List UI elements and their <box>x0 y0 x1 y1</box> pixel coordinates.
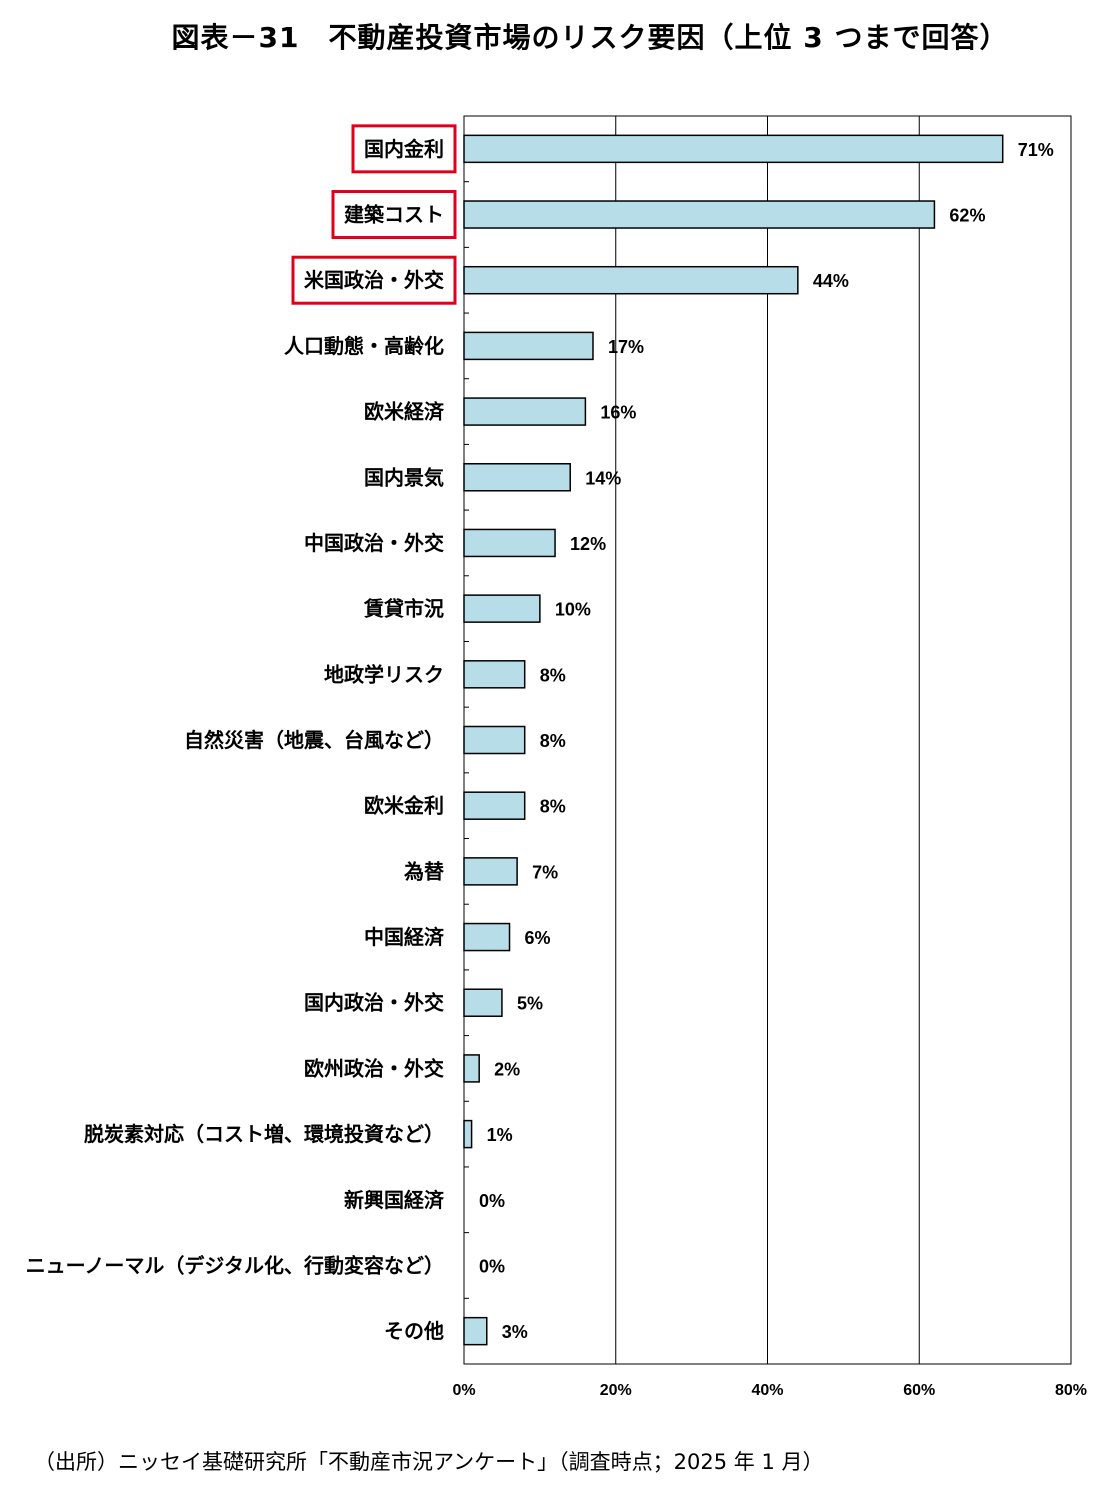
bar <box>463 134 1004 164</box>
bar <box>463 988 503 1017</box>
category-label: 欧米金利 <box>364 794 444 818</box>
value-label: 2% <box>494 1059 520 1079</box>
value-label: 7% <box>532 862 558 882</box>
category-label: 人口動態・高齢化 <box>284 334 444 358</box>
category-label: 中国経済 <box>364 925 445 949</box>
bar <box>463 660 526 689</box>
bar <box>463 397 587 426</box>
x-tick-label: 80% <box>1055 1382 1087 1399</box>
bar <box>463 791 526 820</box>
value-label: 62% <box>949 206 985 226</box>
value-label: 5% <box>517 994 543 1014</box>
value-labels: 71% 62% 44% 17% 16% 14% 12% 10% 8% 8% 8% 7% 6% 5% 2% 1%… <box>479 140 1054 1342</box>
bar <box>463 265 799 295</box>
bar <box>463 463 571 492</box>
category-label: 脱炭素対応（コスト増、環境投資など） <box>84 1122 444 1146</box>
bar <box>463 594 541 623</box>
value-label: 0% <box>479 1256 505 1276</box>
value-label: 8% <box>540 665 566 685</box>
category-label: 国内景気 <box>364 465 444 489</box>
category-label: 新興国経済 <box>344 1188 445 1212</box>
bar <box>463 528 556 558</box>
category-label: 国内政治・外交 <box>304 991 444 1015</box>
category-label: 建築コスト <box>344 203 444 227</box>
bar <box>463 1316 488 1346</box>
bar <box>463 1119 473 1149</box>
category-label: 賃貸市況 <box>363 597 444 621</box>
category-label: 米国政治・外交 <box>304 268 444 292</box>
category-label: 中国政治・外交 <box>304 531 444 555</box>
bar-chart: 国内金利建築コスト米国政治・外交人口動態・高齢化欧米経済国内景気中国政治・外交賃… <box>26 115 1087 1399</box>
value-label: 16% <box>600 403 636 423</box>
value-label: 14% <box>585 468 621 488</box>
value-label: 17% <box>608 337 644 357</box>
bars <box>463 134 1004 1346</box>
category-label: 欧米経済 <box>364 400 445 424</box>
highlight-box <box>331 190 457 240</box>
x-tick-label: 60% <box>903 1382 935 1399</box>
value-label: 10% <box>555 600 591 620</box>
bar <box>463 200 936 229</box>
bar <box>463 922 511 952</box>
category-label: 欧州政治・外交 <box>304 1056 444 1080</box>
value-label: 8% <box>540 797 566 817</box>
x-tick-label: 40% <box>751 1382 783 1399</box>
value-label: 6% <box>525 928 551 948</box>
category-label: ニューノーマル（デジタル化、行動変容など） <box>26 1253 444 1277</box>
highlight-box <box>291 255 457 305</box>
value-label: 44% <box>813 271 849 291</box>
category-label: 自然災害（地震、台風など） <box>184 728 444 752</box>
category-label: その他 <box>384 1319 444 1343</box>
value-label: 1% <box>487 1125 513 1145</box>
bar <box>463 1054 480 1083</box>
source-note: （出所）ニッセイ基礎研究所「不動産市況アンケート」（調査時点；2025 年 1 … <box>34 1450 824 1474</box>
category-label: 国内金利 <box>364 137 444 161</box>
value-label: 0% <box>479 1191 505 1211</box>
category-labels: 国内金利建築コスト米国政治・外交人口動態・高齢化欧米経済国内景気中国政治・外交賃… <box>26 124 457 1343</box>
category-label: 為替 <box>404 859 444 883</box>
highlight-box <box>351 124 457 174</box>
category-label: 地政学リスク <box>324 662 444 686</box>
value-label: 3% <box>502 1322 528 1342</box>
bar <box>463 725 526 755</box>
chart-title: 図表－31 不動産投資市場のリスク要因（上位 3 つまで回答） <box>171 21 1009 54</box>
x-tick-label: 20% <box>600 1382 632 1399</box>
bar <box>463 857 518 886</box>
bar <box>463 331 594 361</box>
value-label: 71% <box>1018 140 1054 160</box>
x-axis-ticks: 0% 20% 40% 60% 80% <box>452 1382 1087 1399</box>
x-tick-label: 0% <box>452 1382 475 1399</box>
value-label: 8% <box>540 731 566 751</box>
value-label: 12% <box>570 534 606 554</box>
